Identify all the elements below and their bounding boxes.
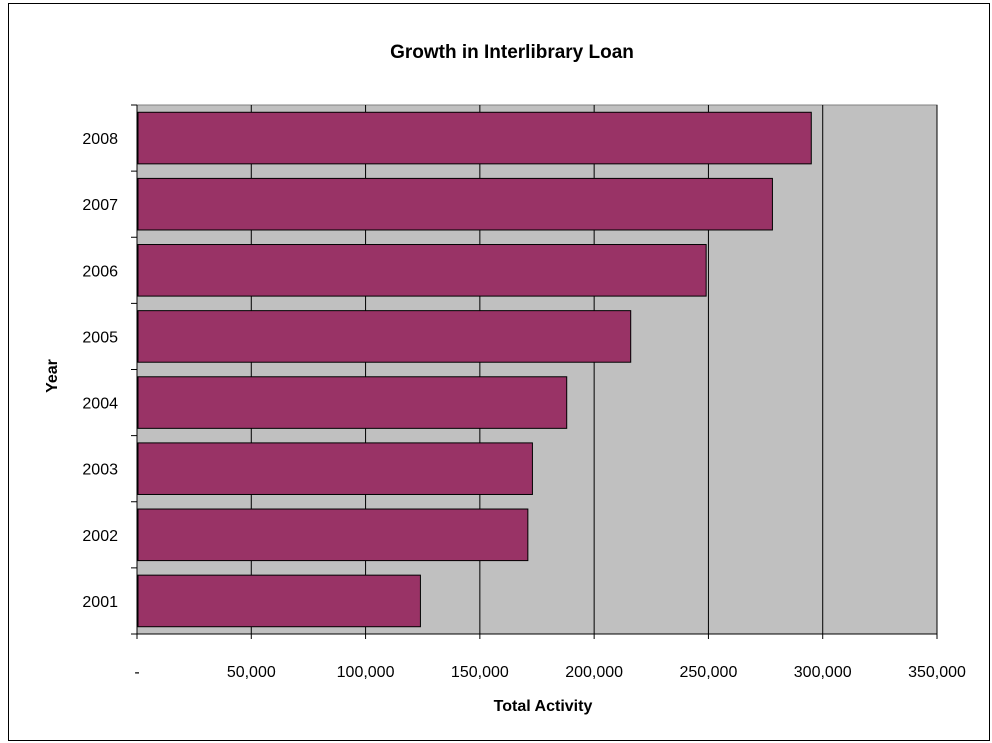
x-tick-labels: - 50,000 100,000 150,000 200,000 250,000 300,0… — [134, 664, 966, 681]
y-axis-title: Year — [44, 359, 61, 393]
x-tick-label: - — [134, 664, 139, 681]
y-tick-label: 2006 — [82, 263, 118, 280]
y-tick-label: 2004 — [82, 396, 118, 413]
bar-2007 — [137, 177, 773, 231]
x-tick-label: 300,000 — [794, 664, 852, 681]
bar-2003 — [137, 442, 533, 495]
x-tick-label: 100,000 — [337, 664, 395, 681]
y-tick-label: 2005 — [82, 329, 118, 346]
y-tick-label: 2007 — [82, 197, 118, 214]
x-axis-title: Total Activity — [494, 698, 593, 715]
bar-2004 — [137, 376, 568, 429]
y-tick-labels: 2001 2002 2003 2004 2005 2006 2007 2008 — [82, 131, 118, 611]
bar-2002 — [137, 508, 529, 562]
bar-2001 — [137, 574, 421, 628]
y-tick-label: 2008 — [82, 131, 118, 148]
x-tick-label: 150,000 — [451, 664, 509, 681]
y-tick-label: 2002 — [82, 528, 118, 545]
y-tick-label: 2001 — [82, 594, 118, 611]
y-tick-label: 2003 — [82, 462, 118, 479]
bar-2006 — [137, 244, 707, 297]
bar-2005 — [137, 310, 632, 363]
bar-2008 — [137, 111, 812, 165]
x-tick-label: 50,000 — [227, 664, 276, 681]
x-tick-label: 350,000 — [908, 664, 966, 681]
axes — [131, 104, 937, 635]
chart-title: Growth in Interlibrary Loan — [390, 42, 634, 63]
bars — [137, 111, 812, 628]
x-tick-label: 200,000 — [565, 664, 623, 681]
x-tick-label: 250,000 — [680, 664, 738, 681]
